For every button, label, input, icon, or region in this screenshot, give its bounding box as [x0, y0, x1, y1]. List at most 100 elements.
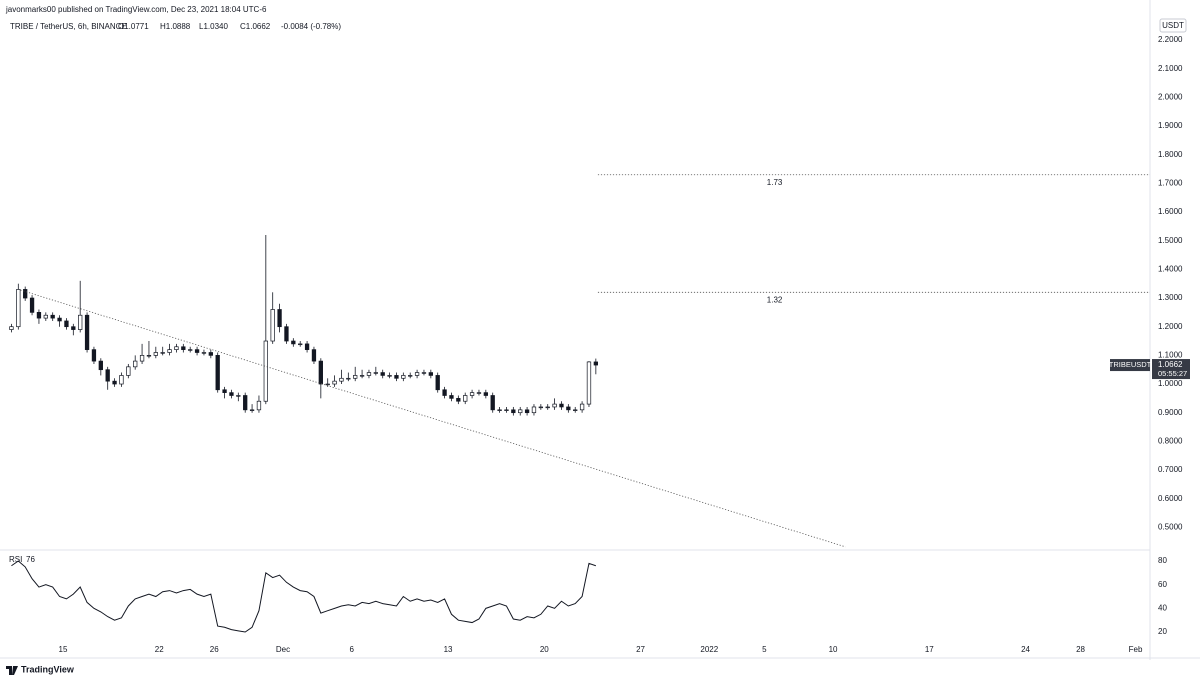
candle-body: [105, 369, 110, 382]
candle-body: [497, 409, 502, 411]
candle-body: [167, 349, 172, 353]
candle-body: [339, 377, 344, 382]
symbol: TRIBE / TetherUS, 6h, BINANCE: [10, 22, 127, 31]
candle-body: [573, 409, 578, 411]
candle-body: [559, 403, 564, 408]
candle-body: [586, 361, 592, 405]
candle-body: [552, 403, 557, 408]
price-tag-countdown: 05:55:27: [1158, 369, 1187, 378]
candle-body: [201, 352, 207, 354]
candle-body: [566, 406, 571, 411]
x-tick-label: Dec: [276, 645, 290, 654]
candle-body: [311, 349, 317, 362]
candle-body: [146, 355, 152, 357]
candle-body: [538, 406, 543, 409]
rsi-tick-label: 20: [1158, 627, 1167, 636]
close-value: C1.0662: [240, 22, 271, 31]
y-tick-label: 0.6000: [1158, 494, 1183, 503]
candle-body: [408, 375, 413, 377]
candle-body: [181, 346, 186, 350]
candle-body: [504, 409, 509, 411]
candle-body: [476, 392, 482, 394]
candle-body: [139, 355, 145, 362]
candle-body: [64, 320, 69, 328]
candle-body: [442, 389, 447, 396]
y-tick-label: 1.8000: [1158, 150, 1183, 159]
rsi-tick-label: 40: [1158, 603, 1167, 612]
candle-body: [421, 372, 427, 374]
level-label: 1.32: [767, 295, 783, 304]
candle-body: [284, 326, 289, 342]
candle-body: [428, 372, 433, 376]
candle-body: [133, 360, 138, 368]
candle-body: [511, 409, 516, 414]
currency-box: [1159, 18, 1187, 33]
candle-body: [394, 375, 399, 379]
x-tick-label: 6: [350, 645, 355, 654]
y-tick-label: 1.2000: [1158, 322, 1183, 331]
y-tick-label: 2.0000: [1158, 92, 1183, 101]
x-tick-label: 26: [210, 645, 219, 654]
candle-body: [518, 409, 523, 414]
candle-body: [243, 395, 248, 411]
candle-body: [270, 309, 275, 342]
y-tick-label: 2.1000: [1158, 64, 1183, 73]
high-value: H1.0888: [160, 22, 191, 31]
y-tick-label: 1.6000: [1158, 207, 1183, 216]
x-tick-label: 27: [636, 645, 645, 654]
candle-body: [579, 403, 585, 411]
candle-body: [435, 375, 440, 391]
candle-body: [119, 375, 124, 385]
x-tick-label: 15: [59, 645, 68, 654]
change-value: -0.0084 (-0.78%): [281, 22, 341, 31]
open-value: O1.0771: [118, 22, 149, 31]
candle-body: [57, 317, 62, 322]
candle-body: [23, 289, 28, 299]
rsi-label: RSI: [9, 555, 22, 564]
candle-body: [401, 375, 406, 379]
rsi-tick-label: 60: [1158, 580, 1167, 589]
y-tick-label: 1.0000: [1158, 379, 1183, 388]
candle-body: [16, 289, 21, 328]
candle-body: [84, 314, 90, 350]
candle-body: [325, 383, 330, 386]
x-tick-label: 24: [1021, 645, 1030, 654]
low-value: L1.0340: [199, 22, 228, 31]
rsi-line: [11, 560, 597, 633]
candle-body: [318, 360, 323, 385]
y-tick-label: 0.9000: [1158, 408, 1183, 417]
x-tick-label: 5: [762, 645, 767, 654]
x-tick-label: Feb: [1129, 645, 1143, 654]
candle-body: [593, 361, 598, 366]
candle-body: [373, 372, 378, 374]
candle-body: [208, 352, 213, 356]
candle-body: [387, 375, 392, 377]
candle-body: [346, 377, 351, 380]
x-tick-label: 20: [540, 645, 549, 654]
candle-body: [304, 343, 310, 350]
candle-body: [153, 352, 158, 356]
x-tick-label: 13: [444, 645, 453, 654]
y-tick-label: 0.7000: [1158, 465, 1183, 474]
logo-icon: [6, 666, 18, 675]
candle-body: [414, 372, 420, 376]
y-tick-label: 0.8000: [1158, 436, 1183, 445]
candle-body: [215, 355, 220, 391]
candle-body: [43, 314, 48, 319]
candle-body: [78, 314, 83, 330]
candle-body: [291, 340, 296, 345]
rsi-tick-label: 80: [1158, 556, 1167, 565]
x-tick-label: 2022: [700, 645, 718, 654]
candle-body: [449, 395, 454, 399]
x-tick-label: 22: [155, 645, 164, 654]
candle-body: [112, 380, 117, 385]
y-tick-label: 1.3000: [1158, 293, 1183, 302]
candle-body: [353, 375, 358, 379]
candle-body: [236, 395, 241, 397]
y-tick-label: 2.2000: [1158, 35, 1183, 44]
candle-body: [456, 398, 461, 402]
candle-body: [249, 409, 255, 411]
candle-body: [160, 352, 165, 354]
